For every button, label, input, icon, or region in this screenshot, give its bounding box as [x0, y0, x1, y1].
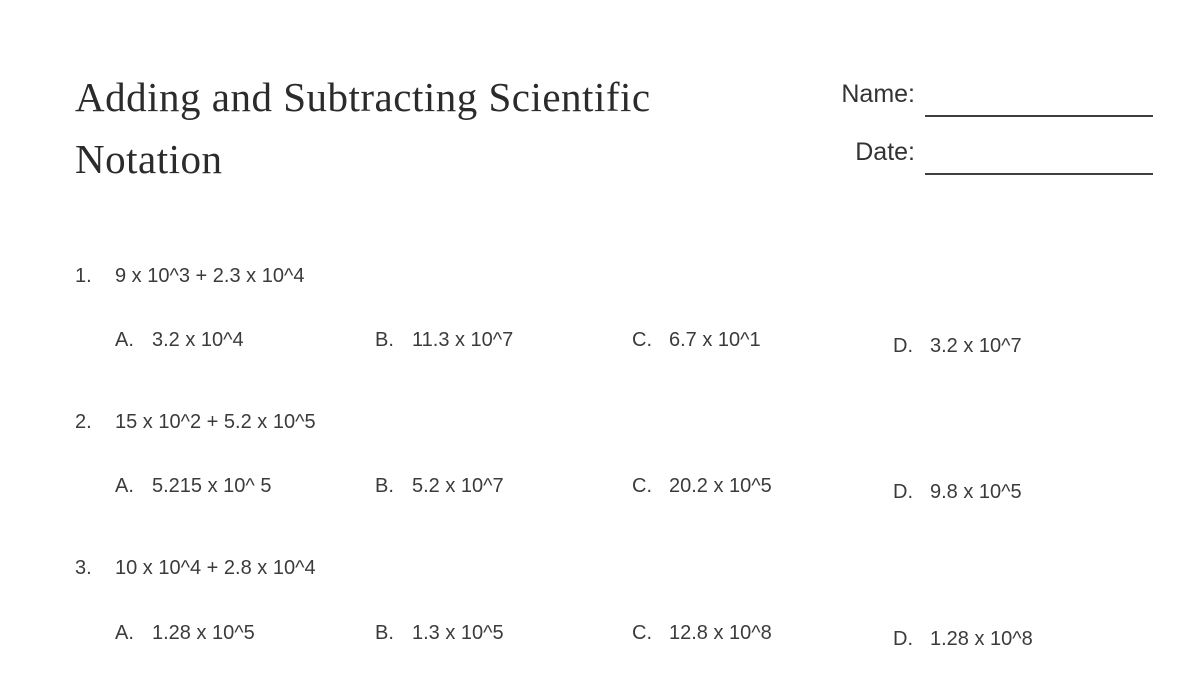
question-2-option-b: B. 5.2 x 10^7 [375, 473, 504, 499]
option-value: 9.8 x 10^5 [930, 481, 1022, 503]
question-3-number: 3. [75, 557, 92, 579]
question-2-number: 2. [75, 411, 92, 433]
option-value: 1.28 x 10^5 [152, 622, 255, 644]
option-letter: D. [893, 481, 913, 503]
date-blank-line [925, 138, 1153, 175]
question-1-option-d: D. 3.2 x 10^7 [893, 333, 1022, 359]
option-value: 5.215 x 10^ 5 [152, 475, 272, 497]
option-letter: B. [375, 475, 394, 497]
option-value: 6.7 x 10^1 [669, 329, 761, 351]
question-2-option-a: A. 5.215 x 10^ 5 [115, 473, 271, 499]
question-2-expression: 15 x 10^2 + 5.2 x 10^5 [115, 411, 316, 433]
option-value: 1.28 x 10^8 [930, 628, 1033, 650]
question-2-option-d: D. 9.8 x 10^5 [893, 479, 1022, 505]
question-1-option-b: B. 11.3 x 10^7 [375, 327, 513, 353]
question-1-option-a: A. 3.2 x 10^4 [115, 327, 244, 353]
option-value: 20.2 x 10^5 [669, 475, 772, 497]
question-3-option-a: A. 1.28 x 10^5 [115, 620, 255, 646]
option-value: 3.2 x 10^7 [930, 335, 1022, 357]
option-value: 3.2 x 10^4 [152, 329, 244, 351]
option-value: 11.3 x 10^7 [412, 329, 514, 351]
question-1-number: 1. [75, 265, 92, 287]
option-letter: C. [632, 329, 652, 351]
question-3-option-b: B. 1.3 x 10^5 [375, 620, 504, 646]
question-2-option-c: C. 20.2 x 10^5 [632, 473, 772, 499]
option-value: 1.3 x 10^5 [412, 622, 504, 644]
option-letter: D. [893, 335, 913, 357]
option-value: 5.2 x 10^7 [412, 475, 504, 497]
option-letter: C. [632, 475, 652, 497]
option-letter: D. [893, 628, 913, 650]
option-letter: A. [115, 329, 134, 351]
option-letter: A. [115, 475, 134, 497]
name-blank-line [925, 80, 1153, 117]
option-letter: C. [632, 622, 652, 644]
option-letter: A. [115, 622, 134, 644]
worksheet-title: Adding and Subtracting Scientific Notati… [75, 74, 651, 182]
option-letter: B. [375, 622, 394, 644]
question-3-option-d: D. 1.28 x 10^8 [893, 626, 1033, 652]
question-3-expression: 10 x 10^4 + 2.8 x 10^4 [115, 557, 316, 579]
question-3-option-c: C. 12.8 x 10^8 [632, 620, 772, 646]
option-letter: B. [375, 329, 394, 351]
question-1-option-c: C. 6.7 x 10^1 [632, 327, 761, 353]
date-label: Date: [855, 138, 915, 166]
option-value: 12.8 x 10^8 [669, 622, 772, 644]
question-1-expression: 9 x 10^3 + 2.3 x 10^4 [115, 265, 305, 287]
name-label: Name: [841, 80, 915, 108]
